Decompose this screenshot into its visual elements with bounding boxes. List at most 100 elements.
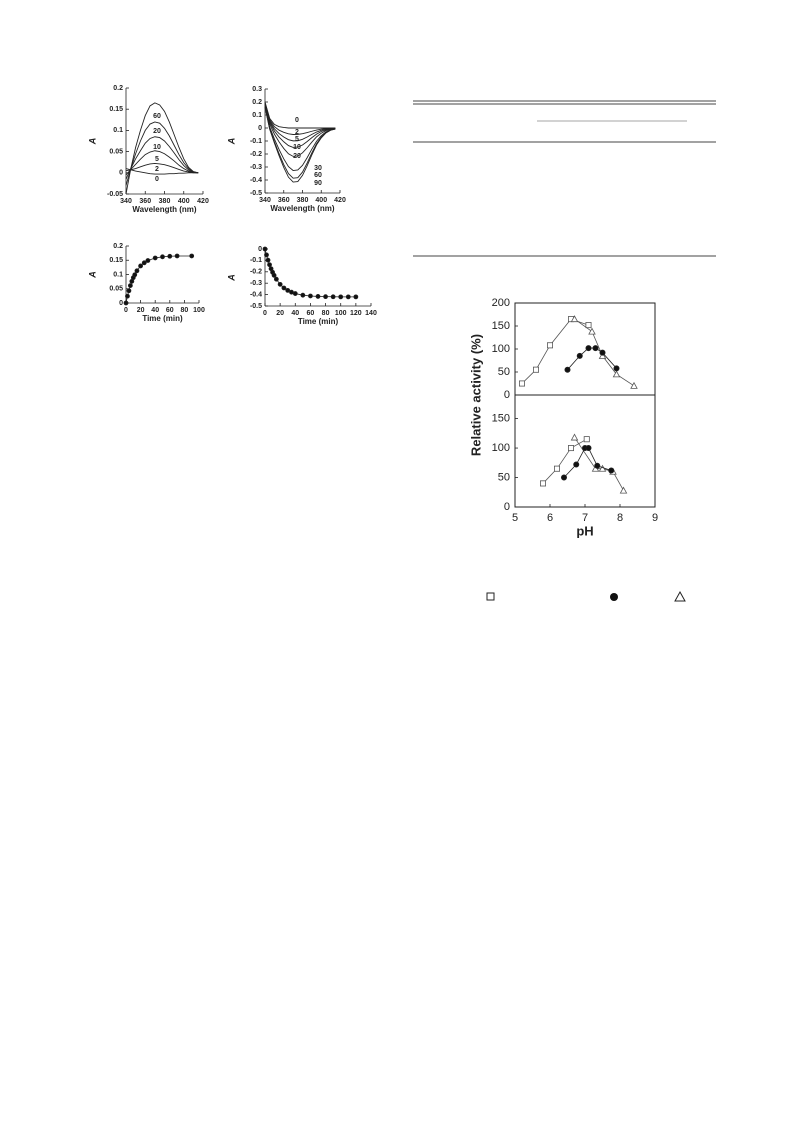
x-axis-label: Wavelength (nm) xyxy=(132,205,196,214)
y-tick-label: 0.1 xyxy=(252,112,262,119)
data-point xyxy=(264,252,269,258)
y-tick-label: -0.1 xyxy=(250,138,262,145)
y-tick-label: -0.1 xyxy=(250,257,262,264)
data-point xyxy=(576,352,583,359)
x-tick-label: 420 xyxy=(334,197,346,204)
data-point xyxy=(123,300,129,306)
data-point xyxy=(608,467,615,474)
y-tick-label: 150 xyxy=(492,320,510,332)
x-tick-label: 7 xyxy=(582,512,588,524)
y-tick-label: -0.5 xyxy=(250,190,262,197)
x-tick-label: 0 xyxy=(124,307,128,314)
y-tick-label: 200 xyxy=(492,297,510,309)
data-point xyxy=(594,462,601,469)
x-axis-label: Time (min) xyxy=(142,314,183,323)
series-line xyxy=(264,107,336,183)
series-line xyxy=(264,101,336,129)
series-line xyxy=(264,103,336,148)
x-tick-label: 400 xyxy=(315,197,327,204)
data-point xyxy=(519,380,526,387)
data-point xyxy=(585,445,592,452)
curve-label: 2 xyxy=(295,129,299,136)
data-point xyxy=(613,365,620,372)
x-tick-label: 60 xyxy=(307,310,315,317)
curve-label: 30 xyxy=(314,165,322,172)
series-line xyxy=(125,121,199,186)
x-tick-label: 20 xyxy=(137,307,145,314)
curve-label: 90 xyxy=(314,180,322,187)
data-point xyxy=(533,366,540,373)
data-point xyxy=(568,445,575,452)
y-tick-label: 0.2 xyxy=(113,243,123,250)
y-tick-label: 0 xyxy=(504,389,510,401)
data-point xyxy=(599,349,606,356)
data-point xyxy=(323,294,328,300)
y-tick-label: 0.2 xyxy=(252,99,262,106)
data-point xyxy=(547,342,554,349)
data-point xyxy=(267,262,272,268)
data-point xyxy=(583,436,590,443)
curve-label: 20 xyxy=(153,128,161,135)
x-tick-label: 20 xyxy=(276,310,284,317)
x-tick-label: 400 xyxy=(178,198,190,205)
data-point xyxy=(281,285,287,291)
series-line xyxy=(264,248,356,298)
series-line xyxy=(125,102,199,195)
x-tick-label: 420 xyxy=(197,198,209,205)
y-tick-label: -0.2 xyxy=(250,151,262,158)
y-tick-label: 0.2 xyxy=(113,85,123,92)
y-tick-label: -0.4 xyxy=(250,177,262,184)
plot-frame xyxy=(514,302,656,396)
data-point xyxy=(167,253,173,259)
series-line xyxy=(563,447,612,478)
series-line xyxy=(264,102,336,135)
y-tick-label: 50 xyxy=(498,471,510,483)
y-tick-label: 0.05 xyxy=(109,148,123,155)
data-point xyxy=(353,294,359,300)
symbol-square xyxy=(486,592,495,601)
series-line xyxy=(125,136,199,180)
data-point xyxy=(338,294,344,300)
x-tick-label: 340 xyxy=(120,198,132,205)
y-axis-label: A xyxy=(87,138,97,146)
x-tick-label: 380 xyxy=(159,198,171,205)
y-tick-label: 50 xyxy=(498,366,510,378)
data-point xyxy=(564,366,571,373)
x-tick-label: 140 xyxy=(365,310,377,317)
data-point xyxy=(271,272,277,278)
data-point xyxy=(174,253,180,259)
y-tick-label: 0 xyxy=(504,501,510,513)
x-tick-label: 360 xyxy=(139,198,151,205)
series-line xyxy=(125,255,192,304)
y-axis-label: A xyxy=(87,271,97,279)
y-tick-label: 0.05 xyxy=(109,286,123,293)
curve-label: 2 xyxy=(155,166,159,173)
data-point xyxy=(630,381,638,389)
x-tick-label: 340 xyxy=(259,197,271,204)
data-point xyxy=(554,465,561,472)
series-line xyxy=(521,318,589,384)
data-point xyxy=(265,257,271,263)
data-point xyxy=(277,281,283,287)
x-tick-label: 5 xyxy=(512,512,518,524)
data-point xyxy=(540,480,547,487)
data-point xyxy=(588,327,596,335)
symbol-circle xyxy=(610,593,618,601)
y-tick-label: 0 xyxy=(119,170,123,177)
x-tick-label: 360 xyxy=(278,197,290,204)
series-line xyxy=(264,106,336,171)
y-tick-label: -0.2 xyxy=(250,269,262,276)
data-point xyxy=(273,276,279,282)
data-point xyxy=(125,293,130,299)
x-tick-label: 8 xyxy=(617,512,623,524)
data-point xyxy=(570,315,579,323)
data-point xyxy=(612,370,621,378)
data-point xyxy=(573,461,580,468)
x-tick-label: 6 xyxy=(547,512,553,524)
x-tick-label: 100 xyxy=(193,307,205,314)
data-point xyxy=(189,253,195,259)
data-point xyxy=(561,474,568,481)
data-point xyxy=(262,246,268,252)
data-point xyxy=(138,263,144,269)
y-tick-label: 0.15 xyxy=(109,257,123,264)
